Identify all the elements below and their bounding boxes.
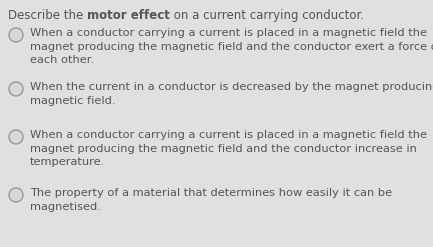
Text: When a conductor carrying a current is placed in a magnetic field the
magnet pro: When a conductor carrying a current is p…	[30, 28, 433, 65]
Circle shape	[9, 28, 23, 42]
Circle shape	[9, 82, 23, 96]
Text: motor effect: motor effect	[87, 9, 170, 22]
Text: Describe the: Describe the	[8, 9, 87, 22]
Text: The property of a material that determines how easily it can be
magnetised.: The property of a material that determin…	[30, 188, 392, 212]
Text: When the current in a conductor is decreased by the magnet producing the
magneti: When the current in a conductor is decre…	[30, 82, 433, 106]
Circle shape	[9, 188, 23, 202]
Text: on a current carrying conductor.: on a current carrying conductor.	[170, 9, 364, 22]
Text: When a conductor carrying a current is placed in a magnetic field the
magnet pro: When a conductor carrying a current is p…	[30, 130, 427, 167]
Circle shape	[9, 130, 23, 144]
